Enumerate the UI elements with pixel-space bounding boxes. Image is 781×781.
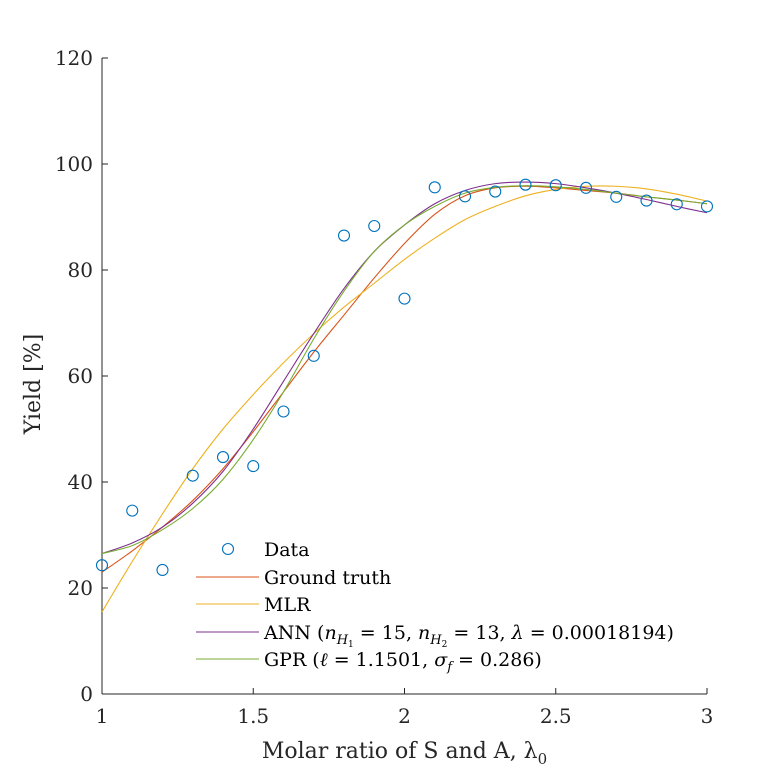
- y-tick-label: 80: [68, 258, 93, 282]
- legend-label-part: = 0.286): [452, 649, 542, 671]
- x-axis-title-subscript: 0: [538, 750, 548, 768]
- legend-label-part: 2: [442, 640, 448, 650]
- x-tick-label: 2.5: [540, 704, 572, 728]
- legend-item: ANN (nH1 = 15, nH2 = 13, λ = 0.00018194): [196, 622, 674, 650]
- ticks: 1 1.5 2 2.5 3 0 20 40 60 80 100 120: [55, 46, 714, 728]
- data-point: [95, 559, 109, 572]
- legend-item: MLR: [196, 594, 311, 616]
- legend-item: GPR (ℓ = 1.1501, σf = 0.286): [196, 649, 542, 675]
- x-axis-title-text: Molar ratio of S and A, λ: [262, 739, 538, 764]
- data-point: [519, 178, 532, 191]
- legend-label-part: n: [324, 622, 336, 644]
- legend-label-part: H: [336, 633, 349, 648]
- legend-label: MLR: [264, 594, 311, 616]
- data-point: [126, 504, 139, 517]
- legend-item: Ground truth: [196, 567, 391, 589]
- y-tick-label: 60: [68, 364, 93, 388]
- series: [95, 178, 714, 613]
- data-point: [216, 451, 230, 464]
- y-tick-label: 0: [80, 682, 93, 706]
- data-point: [156, 563, 169, 577]
- y-tick-label: 100: [55, 152, 93, 176]
- data-point: [307, 349, 320, 362]
- series-line-1: [101, 185, 708, 573]
- legend-label-part: H: [429, 633, 442, 648]
- legend-label-part: n: [418, 622, 430, 644]
- data-point: [458, 190, 472, 203]
- legend-label-part: ANN (: [263, 622, 324, 644]
- data-point: [247, 460, 260, 473]
- legend-label-part: = 13,: [447, 622, 511, 644]
- data-point: [277, 405, 290, 418]
- legend-label-part: Data: [264, 539, 310, 561]
- y-axis-title: Yield [%]: [21, 334, 46, 435]
- x-tick-label: 3: [701, 704, 714, 728]
- legend-label-part: MLR: [264, 594, 311, 616]
- axes: [101, 58, 707, 695]
- legend-label: GPR (ℓ = 1.1501, σf = 0.286): [264, 649, 542, 675]
- legend-label-part: σ: [434, 649, 448, 671]
- data-point: [610, 190, 623, 203]
- data-point: [368, 219, 381, 233]
- y-tick-label: 20: [68, 576, 93, 600]
- x-tick-label: 1.5: [237, 704, 269, 728]
- data-point: [398, 292, 411, 305]
- legend-label: Data: [264, 539, 310, 561]
- legend-label-part: 1: [348, 640, 354, 650]
- legend-label: Ground truth: [264, 567, 391, 589]
- legend-marker: [221, 542, 235, 556]
- data-point: [640, 194, 653, 207]
- data-point: [579, 181, 593, 194]
- y-tick-label: 40: [68, 470, 93, 494]
- legend-label-part: = 0.00018194): [524, 622, 674, 644]
- legend-label-part: GPR (: [264, 649, 320, 671]
- y-tick-label: 120: [55, 46, 93, 70]
- series-line-3: [101, 181, 708, 555]
- legend-label: ANN (nH1 = 15, nH2 = 13, λ = 0.00018194): [263, 622, 674, 650]
- data-point: [186, 469, 199, 482]
- data-point: [549, 179, 562, 192]
- x-tick-label: 1: [96, 704, 109, 728]
- x-axis-title: Molar ratio of S and A, λ0: [262, 739, 547, 768]
- data-point: [337, 229, 351, 242]
- legend-label-part: = 15,: [354, 622, 418, 644]
- legend-item: Data: [221, 539, 310, 561]
- data-point: [670, 198, 683, 211]
- legend-label-part: ℓ: [320, 649, 328, 671]
- data-point: [489, 185, 502, 198]
- legend-label-part: = 1.1501,: [328, 649, 435, 671]
- legend-label-part: λ: [511, 622, 524, 644]
- data-point: [700, 200, 714, 213]
- series-line-4: [101, 185, 708, 555]
- x-tick-label: 2: [398, 704, 411, 728]
- data-point: [428, 181, 441, 194]
- legend-label-part: Ground truth: [264, 567, 391, 589]
- series-line-2: [101, 185, 708, 613]
- legend-label-part: f: [446, 660, 454, 675]
